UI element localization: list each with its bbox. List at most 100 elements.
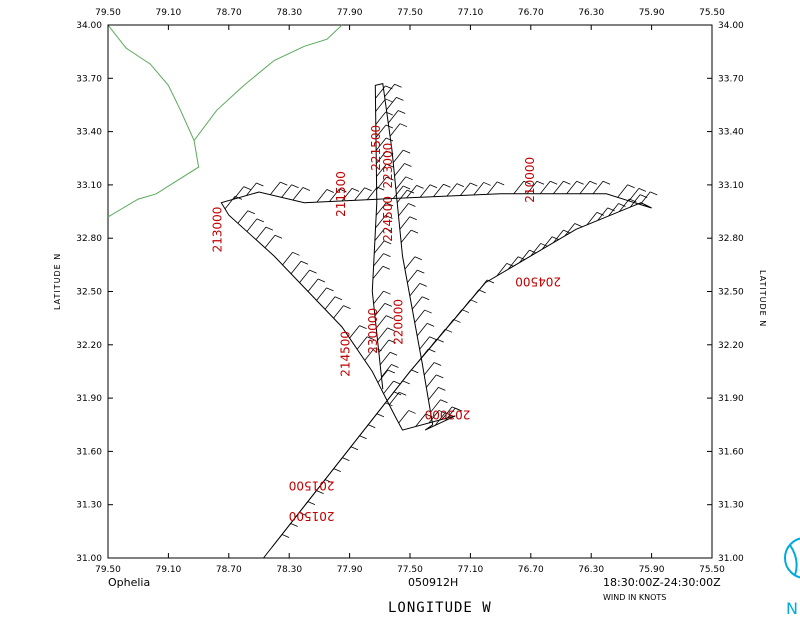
wind-barb-staff	[392, 185, 404, 199]
wind-barb-flag	[351, 187, 360, 192]
wind-barb-staff	[441, 406, 453, 420]
lon-tick-label-bottom: 77.10	[458, 565, 484, 575]
wind-barb-staff	[476, 279, 488, 293]
time-label: 201500	[289, 479, 335, 493]
wind-barb-staff	[592, 181, 604, 195]
wind-barb-staff	[446, 183, 458, 197]
wind-barb-staff	[375, 202, 387, 216]
wind-barb-staff	[290, 260, 302, 274]
wind-barb-flag	[551, 236, 560, 241]
lon-tick-label-bottom: 79.10	[156, 565, 182, 575]
wind-barb-staff	[381, 364, 392, 378]
wind-barb-flag	[638, 187, 647, 192]
wind-barb-flag	[436, 338, 444, 343]
plot-frame	[107, 24, 713, 559]
wind-barb-flag	[394, 83, 402, 88]
wind-barb-flag	[506, 263, 514, 267]
wind-barb-flag	[342, 457, 350, 462]
wind-barb-staff	[530, 243, 542, 257]
wind-barb-staff	[433, 183, 444, 197]
lon-tick-label-top: 77.10	[458, 8, 484, 18]
wind-barb-flag	[429, 336, 437, 341]
wind-barb-staff	[407, 269, 418, 283]
wind-barb-staff	[224, 196, 236, 210]
wind-barb-staff	[306, 490, 317, 504]
lat-tick-label-left: 34.00	[76, 21, 102, 31]
wind-barb-staff	[383, 391, 395, 405]
wind-barb-flag	[602, 180, 611, 185]
wind-barb-flag	[470, 299, 478, 304]
wind-barb-staff	[364, 347, 375, 361]
wind-barb-staff	[383, 380, 394, 394]
wind-barb-flag	[470, 182, 478, 187]
time-label: 224500	[381, 196, 395, 242]
wind-barb-flag	[398, 110, 406, 114]
wind-barb-flag	[368, 424, 376, 429]
wind-barb-flag	[436, 374, 444, 379]
wind-barb-flag	[386, 315, 394, 319]
wind-barb-staff	[375, 315, 387, 329]
time-label: 230000	[366, 308, 380, 354]
wind-barb-staff	[384, 83, 395, 98]
wind-barb-staff	[392, 149, 404, 163]
wind-barb-flag	[386, 150, 394, 155]
lon-tick-label-bottom: 78.30	[276, 565, 302, 575]
wind-barb-staff	[289, 512, 300, 526]
wind-barb-flag	[404, 163, 412, 167]
wind-barb-flag	[334, 296, 343, 301]
x-axis-title: LONGITUDE W	[388, 600, 492, 616]
wind-barb-staff	[619, 198, 630, 212]
wind-barb-flag	[302, 187, 311, 191]
wind-barb-flag	[339, 188, 347, 193]
wind-barb-staff	[333, 305, 344, 319]
wind-barb-flag	[265, 226, 274, 231]
wind-barb-staff	[375, 85, 386, 99]
wind-barb-flag	[386, 163, 394, 168]
wind-barb-staff	[608, 203, 619, 217]
wind-barb-flag	[388, 339, 396, 344]
wind-barb-flag	[385, 215, 393, 219]
wind-barb-flag	[326, 287, 334, 292]
wind-barb-staff	[629, 194, 641, 208]
wind-barb-staff	[292, 187, 304, 201]
wind-barb-staff	[366, 186, 378, 200]
wind-barb-flag	[317, 278, 326, 283]
lat-tick-label-left: 31.30	[76, 501, 102, 511]
wind-barb-staff	[354, 187, 365, 201]
wind-barb-staff	[356, 336, 368, 350]
lon-tick-label-top: 78.30	[276, 8, 302, 18]
wind-barb-flag	[424, 309, 432, 314]
wind-barb-flag	[366, 336, 375, 341]
wind-barb-flag	[300, 260, 309, 265]
wind-barb-flag	[440, 399, 448, 404]
lon-tick-label-bottom: 78.70	[216, 565, 242, 575]
wind-barb-staff	[386, 97, 397, 111]
wind-barb-flag	[393, 380, 401, 385]
wind-barb-staff	[419, 184, 431, 198]
wind-barb-flag	[290, 523, 298, 527]
wind-barb-flag	[414, 256, 423, 261]
wind-barb-flag	[385, 202, 394, 207]
flight-track	[220, 191, 652, 559]
lat-tick-label-left: 32.20	[76, 341, 102, 351]
wind-barb-staff	[419, 336, 430, 350]
lat-tick-label-left: 32.80	[76, 234, 102, 244]
time-label: 203000	[425, 408, 471, 422]
wind-barb-flag	[408, 203, 416, 207]
wind-barb-staff	[375, 98, 386, 112]
wind-barb-staff	[255, 226, 267, 240]
wind-barb-flag	[486, 279, 495, 284]
wind-barb-staff	[519, 249, 530, 263]
svg-text:N: N	[786, 599, 798, 618]
lon-tick-label-bottom: 76.30	[578, 565, 604, 575]
wind-barb-staff	[628, 188, 640, 202]
wind-barb-staff	[349, 435, 360, 449]
wind-barb-staff	[418, 348, 429, 362]
time-label: 210000	[523, 157, 537, 203]
wind-barb-staff	[316, 287, 327, 301]
wind-barb-staff	[404, 256, 416, 270]
wind-barb-staff	[297, 501, 309, 515]
wind-barb-flag	[384, 303, 392, 307]
wind-barb-flag	[234, 195, 243, 200]
wind-barb-flag	[389, 351, 398, 356]
